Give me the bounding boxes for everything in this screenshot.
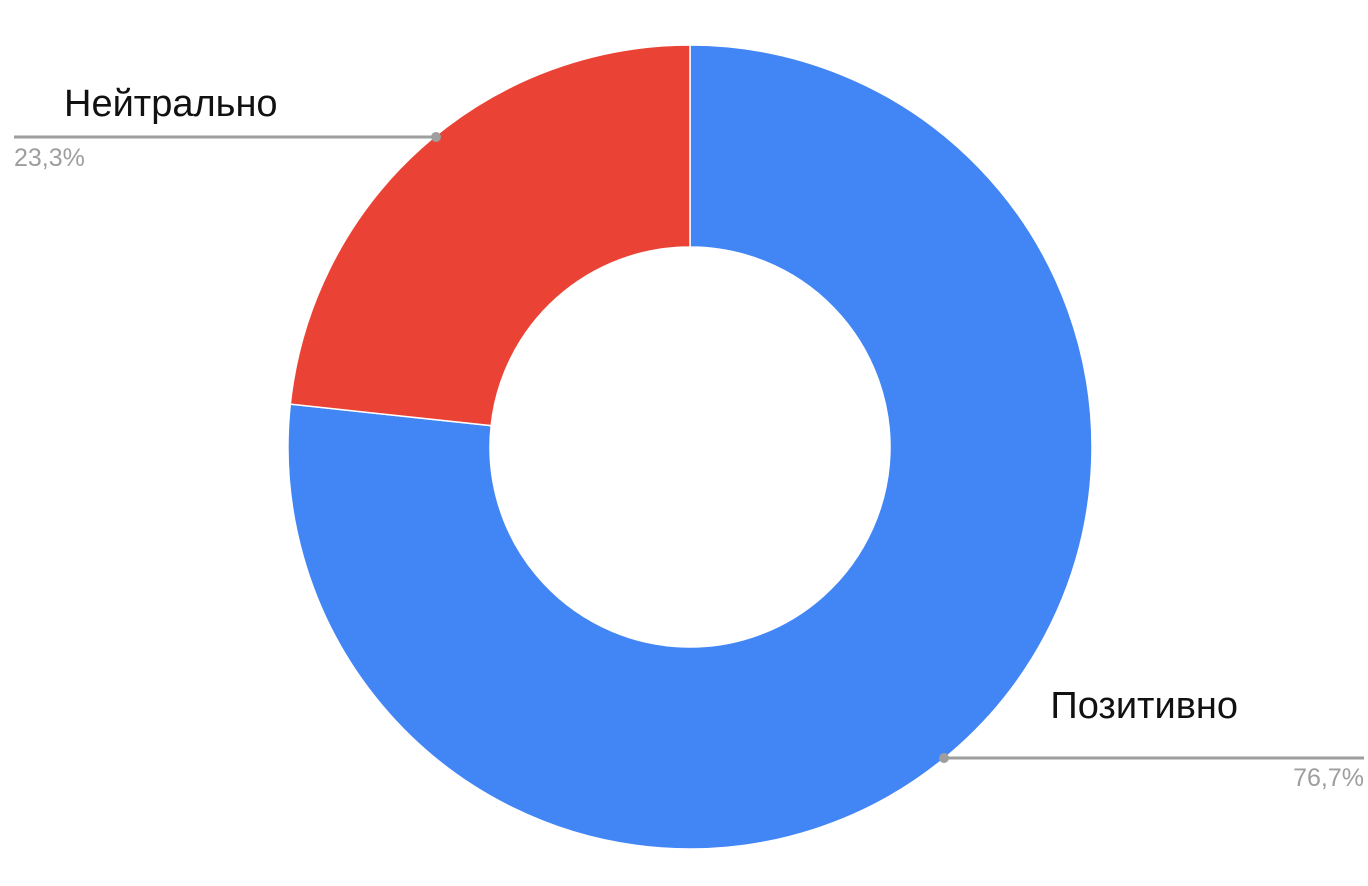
donut-slice-neutral — [289, 44, 691, 427]
leader-dot-positive — [939, 753, 949, 763]
slice-label-neutral: Нейтрально — [64, 83, 278, 125]
slice-value-positive: 76,7% — [1293, 764, 1364, 792]
donut-slice-positive — [287, 44, 1093, 850]
donut-slices — [287, 44, 1093, 850]
slice-value-neutral: 23,3% — [14, 144, 85, 172]
leader-dot-neutral — [431, 132, 441, 142]
annotation-neutral: Нейтрально 23,3% — [14, 83, 441, 172]
annotation-positive: Позитивно 76,7% — [939, 685, 1364, 792]
slice-label-positive: Позитивно — [1050, 685, 1238, 727]
